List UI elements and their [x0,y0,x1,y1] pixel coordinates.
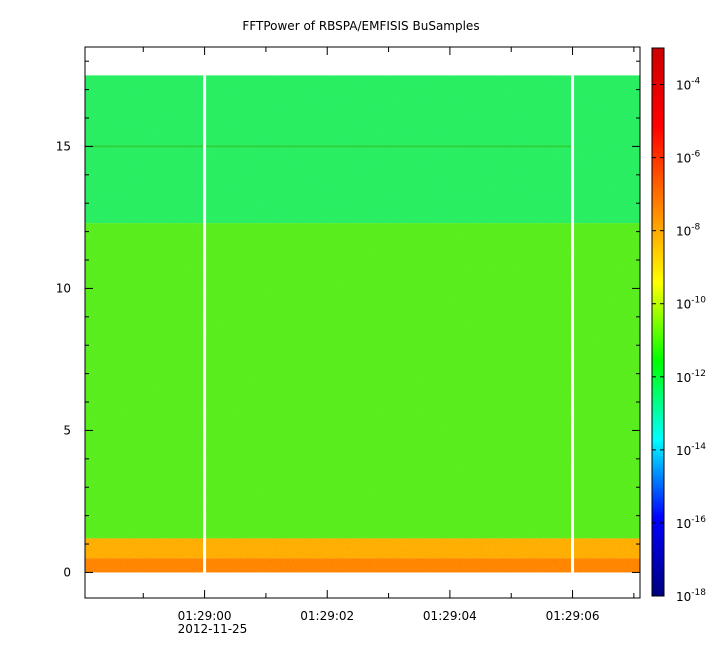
colorbar-tick-label: 10-12 [676,369,706,385]
y-tick-label: 15 [56,139,71,153]
colorbar-tick-exponent: -18 [691,588,706,598]
x-tick-label: 01:29:04 [423,609,477,623]
data-gap [571,75,575,575]
colorbar-tick-label: 10-10 [676,296,706,312]
colorbar-tick-base: 10 [676,590,691,604]
x-tick-label: 01:29:00 [178,609,232,623]
colorbar-tick-label: 10-18 [676,588,706,604]
spectrogram-texture [85,75,640,539]
colorbar-tick-label: 10-4 [676,77,701,93]
colorbar-tick-label: 10-8 [676,223,701,239]
x-tick-label: 01:29:02 [300,609,354,623]
spectrogram-data [85,75,640,575]
data-gap [203,75,207,575]
spectrogram-texture [85,538,640,573]
colorbar [651,47,665,597]
colorbar-tick-exponent: -16 [691,515,706,525]
plot-frame [84,46,641,599]
colorbar-tick-base: 10 [676,444,691,458]
colorbar-tick-base: 10 [676,298,691,312]
colorbar-tick-exponent: -12 [691,369,706,379]
y-tick-label: 5 [63,423,71,437]
colorbar-tick-label: 10-16 [676,515,706,531]
colorbar-tick-exponent: -8 [691,223,700,233]
colorbar-tick-base: 10 [676,79,691,93]
y-tick-label: 0 [63,565,71,579]
colorbar-tick-label: 10-14 [676,442,706,458]
colorbar-tick-exponent: -10 [691,296,706,306]
y-tick-label: 10 [56,281,71,295]
colorbar-tick-base: 10 [676,517,691,531]
colorbar-tick-exponent: -6 [691,150,700,160]
colorbar-tick-base: 10 [676,225,691,239]
colorbar-tick-exponent: -14 [691,442,706,452]
colorbar-tick-exponent: -4 [691,77,700,87]
x-tick-label: 01:29:06 [546,609,600,623]
chart-title: FFTPower of RBSPA/EMFISIS BuSamples [242,19,479,33]
colorbar-tick-label: 10-6 [676,150,701,166]
colorbar-tick-base: 10 [676,152,691,166]
x-date-label: 2012-11-25 [178,622,248,636]
colorbar-tick-base: 10 [676,371,691,385]
